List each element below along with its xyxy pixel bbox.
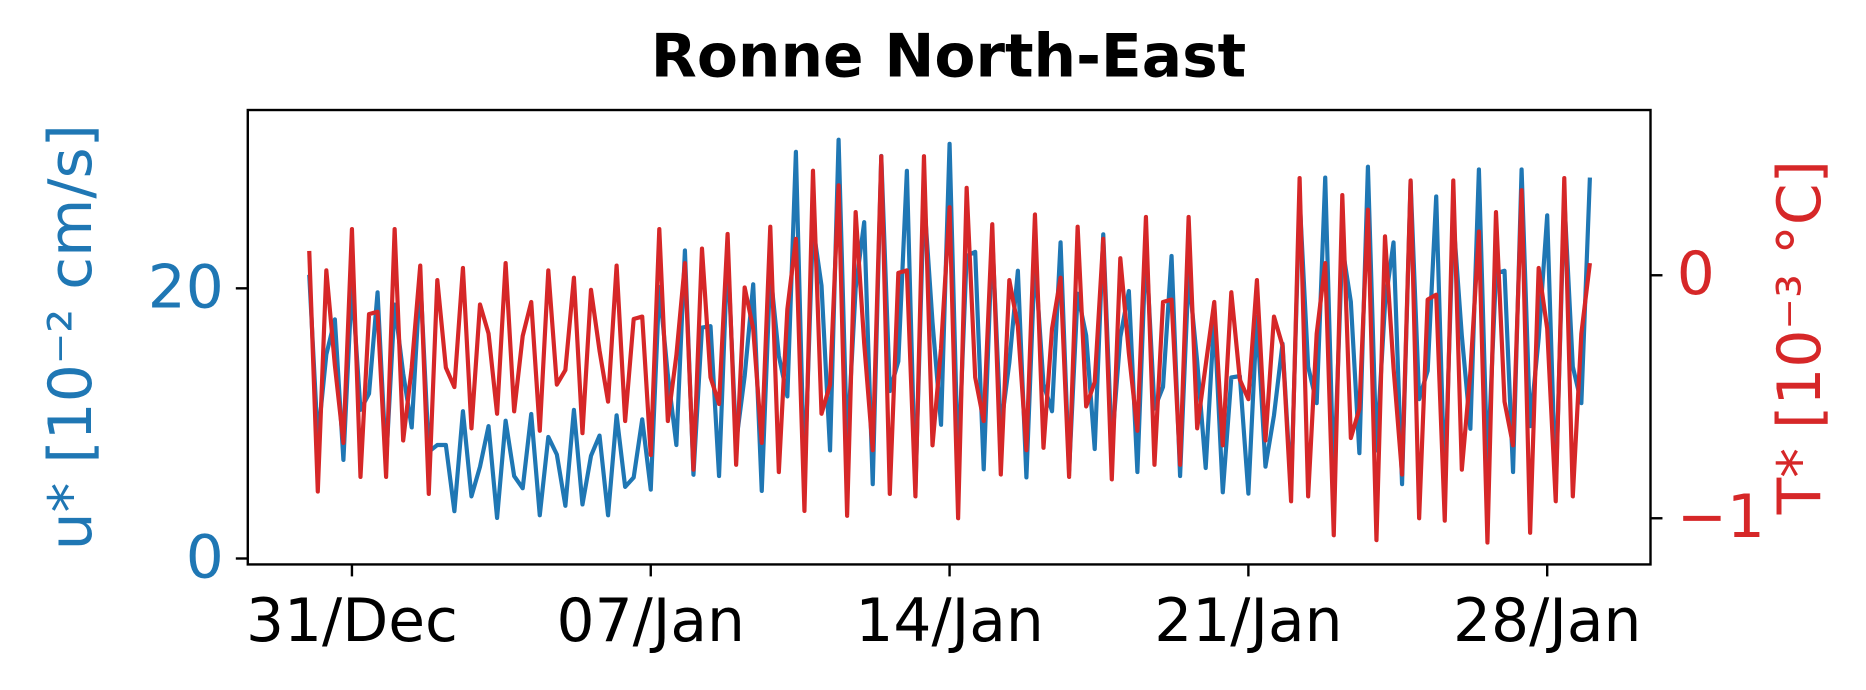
series-line (307, 137, 1592, 521)
plot-frame (246, 108, 1652, 566)
y-tick-label: 0 (186, 523, 224, 592)
y2-tick-label: −1 (1677, 483, 1765, 552)
y2-axis-label: T* [10⁻³ °C] (1766, 160, 1835, 515)
x-tick-label: 31/Dec (246, 587, 458, 656)
x-tick-label: 21/Jan (1154, 587, 1342, 656)
x-tick-label: 14/Jan (855, 587, 1043, 656)
series-line (307, 154, 1592, 545)
y-axis-label: u* [10⁻² cm/s] (37, 124, 106, 550)
y2-tick-label: 0 (1677, 240, 1715, 309)
chart-title: Ronne North-East (651, 22, 1246, 91)
x-tick-label: 28/Jan (1453, 587, 1641, 656)
x-tick-label: 07/Jan (557, 587, 745, 656)
y-tick-label: 20 (148, 253, 224, 322)
